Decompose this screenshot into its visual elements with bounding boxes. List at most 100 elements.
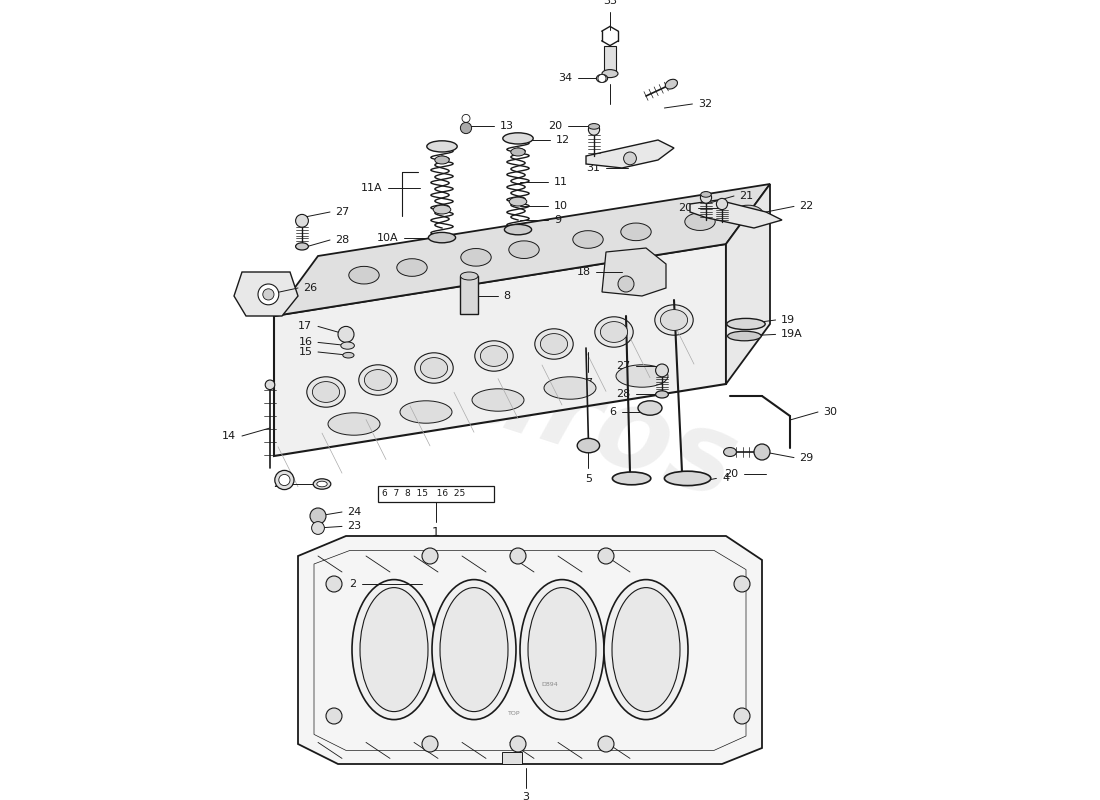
Ellipse shape [475,341,514,371]
Text: 34: 34 [559,74,572,83]
Ellipse shape [428,232,455,243]
Text: 25: 25 [273,479,287,489]
Ellipse shape [352,579,436,720]
Text: 19A: 19A [781,330,803,339]
Circle shape [754,444,770,460]
Text: 16: 16 [298,338,312,347]
Text: 10: 10 [554,202,568,211]
Ellipse shape [616,365,668,387]
Text: 21: 21 [739,191,754,201]
Ellipse shape [505,224,531,235]
Ellipse shape [654,305,693,335]
Text: 3: 3 [522,792,529,800]
Ellipse shape [307,377,345,407]
Ellipse shape [612,587,680,712]
Text: 1: 1 [432,526,440,538]
Text: 9: 9 [554,215,561,225]
Circle shape [311,522,324,534]
Text: 17: 17 [298,322,312,331]
Ellipse shape [509,241,539,258]
Circle shape [258,284,278,305]
Text: 2: 2 [350,579,356,589]
Text: 30: 30 [824,407,837,417]
Circle shape [598,548,614,564]
Circle shape [588,124,600,135]
Circle shape [278,474,290,486]
Circle shape [598,74,606,82]
Text: 11: 11 [554,178,568,187]
Circle shape [618,276,634,292]
Bar [378,486,494,502]
Ellipse shape [296,242,308,250]
Text: 23: 23 [348,522,362,531]
Text: 4: 4 [722,474,729,483]
Text: 6: 6 [609,407,616,417]
Text: 24: 24 [348,507,362,517]
Text: 20: 20 [548,122,562,131]
Ellipse shape [510,148,525,156]
Polygon shape [298,536,762,764]
Circle shape [310,508,326,524]
Ellipse shape [312,382,340,402]
Ellipse shape [535,329,573,359]
Ellipse shape [602,70,618,78]
Ellipse shape [461,249,492,266]
Circle shape [263,289,274,300]
Ellipse shape [440,587,508,712]
Ellipse shape [664,471,711,486]
Ellipse shape [343,352,354,358]
Polygon shape [602,248,666,296]
Text: 8: 8 [504,291,510,301]
Text: euros: euros [382,310,750,522]
Ellipse shape [509,198,527,206]
Text: a passion for parts since 1985: a passion for parts since 1985 [393,238,739,370]
Ellipse shape [595,317,634,347]
Text: 6  7  8  15   16  25: 6 7 8 15 16 25 [382,489,465,498]
Circle shape [734,708,750,724]
Ellipse shape [596,74,607,82]
Ellipse shape [503,133,534,144]
Text: 20: 20 [679,203,692,213]
Ellipse shape [481,346,507,366]
Ellipse shape [613,472,651,485]
Ellipse shape [341,342,354,349]
Circle shape [265,380,275,390]
Ellipse shape [397,258,427,276]
Circle shape [734,576,750,592]
Text: 29: 29 [800,453,814,462]
Ellipse shape [656,390,669,398]
Ellipse shape [685,213,715,230]
Ellipse shape [364,370,392,390]
Ellipse shape [461,272,478,280]
Ellipse shape [588,123,600,129]
Text: 11A: 11A [361,183,383,193]
Ellipse shape [317,481,327,486]
Text: D894: D894 [541,682,559,686]
Circle shape [422,736,438,752]
Ellipse shape [544,377,596,399]
Ellipse shape [701,191,712,197]
Text: 28: 28 [336,235,350,245]
Polygon shape [274,184,770,316]
Ellipse shape [360,587,428,712]
Text: 5: 5 [585,474,592,483]
Text: TOP: TOP [508,711,520,716]
Text: 27: 27 [336,207,350,217]
Text: 13: 13 [499,122,514,131]
Circle shape [624,152,637,165]
Circle shape [326,708,342,724]
Text: 28: 28 [616,390,630,399]
Ellipse shape [432,579,516,720]
Text: 10A: 10A [377,234,399,243]
Ellipse shape [359,365,397,395]
Text: 32: 32 [698,99,712,109]
Ellipse shape [578,438,600,453]
Circle shape [461,122,472,134]
Ellipse shape [666,79,678,89]
Text: 26: 26 [304,283,318,293]
Text: 27: 27 [616,362,630,371]
Ellipse shape [528,587,596,712]
Circle shape [510,548,526,564]
Text: 18: 18 [576,267,591,277]
Text: 12: 12 [556,135,570,145]
